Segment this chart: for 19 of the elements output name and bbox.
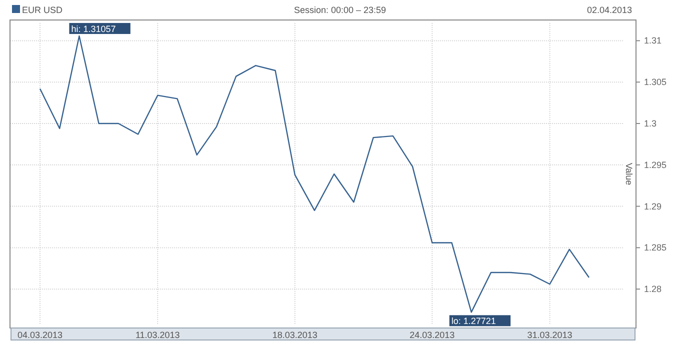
x-tick-label: 04.03.2013 <box>17 330 63 340</box>
chart-subtitle: Session: 00:00 – 23:59 <box>294 5 386 15</box>
annotation: hi: 1.31057 <box>71 24 116 34</box>
x-tick-label: 24.03.2013 <box>410 330 455 340</box>
y-axis-title: Value <box>624 162 634 186</box>
x-tick-label: 11.03.2013 <box>135 330 180 340</box>
x-tick-label: 18.03.2013 <box>272 330 318 340</box>
annotation: lo: 1.27721 <box>451 316 496 326</box>
text: 02.04.2013 <box>586 5 632 15</box>
y-tick-label: 1.285 <box>644 242 667 253</box>
y-tick-label: 1.3 <box>644 118 657 128</box>
y-tick-label: 1.31 <box>644 36 662 46</box>
legend-label: EUR USD <box>22 5 64 15</box>
y-tick-label: 1.29 <box>644 201 662 212</box>
line-series <box>39 35 590 313</box>
y-tick-label: 1.295 <box>644 160 667 170</box>
x-tick-label: 31.03.2013 <box>527 330 572 340</box>
y-tick-label: 1.305 <box>644 77 667 88</box>
y-tick-label: 1.28 <box>644 284 662 294</box>
